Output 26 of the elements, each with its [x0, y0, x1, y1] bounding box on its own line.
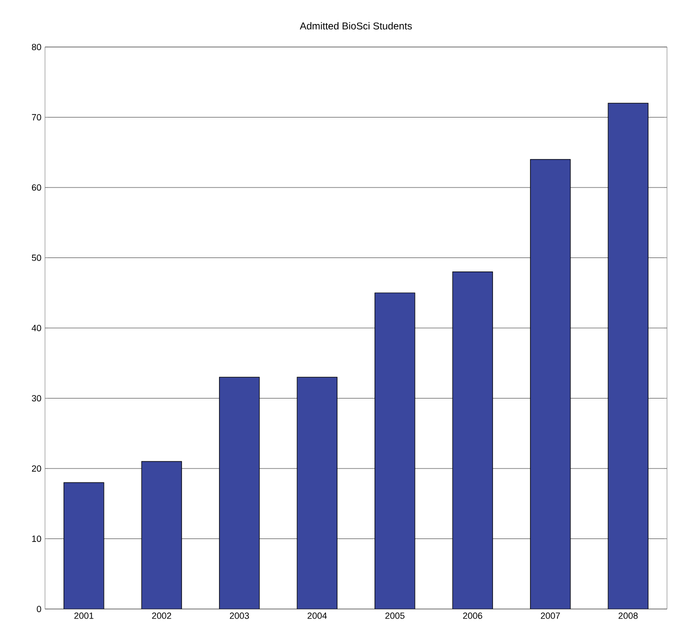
- bar: [64, 482, 104, 609]
- y-tick-label: 70: [32, 114, 42, 120]
- y-tick-label: 40: [32, 324, 42, 332]
- chart-title: Admitted BioSci Students: [300, 22, 412, 30]
- y-tick-label: 20: [32, 465, 42, 472]
- x-tick-label: 2002: [152, 612, 172, 619]
- bar: [608, 102, 648, 609]
- y-tick-label: 80: [32, 44, 42, 50]
- y-tick-label: 10: [32, 536, 42, 542]
- bar: [452, 272, 493, 609]
- y-tick-label: 0: [36, 606, 42, 612]
- bar: [296, 376, 338, 609]
- x-tick-label: 2006: [463, 612, 482, 619]
- x-tick-label: 2005: [385, 612, 404, 619]
- x-tick-label: 2004: [308, 612, 327, 619]
- y-tick-label: 50: [32, 254, 42, 261]
- bar: [219, 376, 260, 609]
- y-tick-label: 30: [32, 395, 42, 402]
- x-tick-label: 2001: [74, 612, 94, 619]
- bar: [374, 292, 416, 609]
- y-tick-label: 60: [32, 184, 42, 191]
- bar: [141, 461, 182, 609]
- x-tick-label: 2003: [230, 612, 249, 619]
- x-tick-label: 2007: [540, 612, 560, 619]
- x-tick-label: 2008: [618, 612, 638, 619]
- bar: [530, 159, 571, 609]
